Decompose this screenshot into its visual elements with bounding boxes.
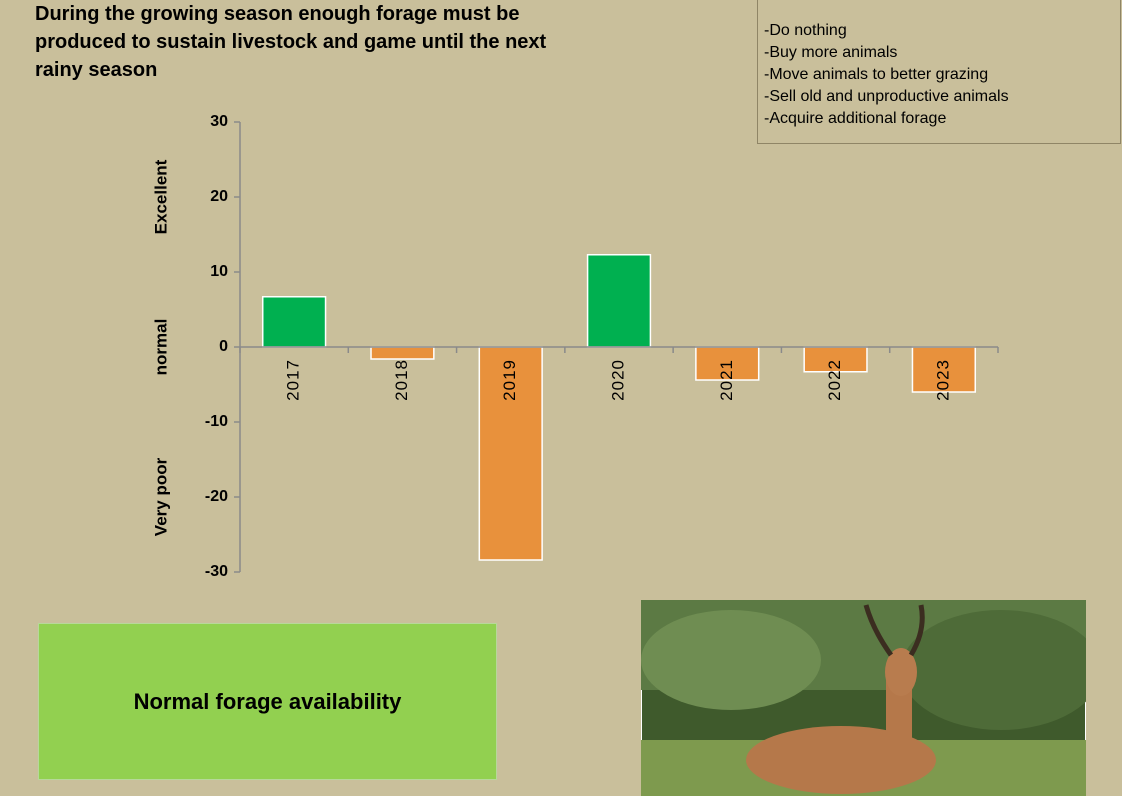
options-box: -Do nothing -Buy more animals -Move anim…: [757, 0, 1121, 144]
y-tick-label: 30: [210, 113, 228, 130]
x-tick-label: 2019: [500, 359, 519, 401]
chart: -30 -20 -10 0 10 20 30 Excellent normal Very poor…: [151, 113, 999, 580]
y-tick-label: 10: [210, 263, 228, 280]
impala-head: [885, 648, 917, 696]
status-text: Normal forage availability: [133, 688, 402, 714]
y-tick-label: -30: [205, 563, 228, 580]
photo: [641, 600, 1086, 796]
x-tick-label: 2023: [933, 359, 952, 401]
side-label: normal: [151, 319, 170, 376]
status-box: Normal forage availability: [38, 623, 497, 780]
side-label: Very poor: [151, 457, 170, 536]
y-tick-label: 20: [210, 188, 228, 205]
y-tick-label: -10: [205, 413, 228, 430]
x-tick-label: 2018: [392, 359, 411, 401]
bar: [911, 346, 977, 393]
title-line: produced to sustain livestock and game u…: [35, 31, 547, 53]
x-tick-label: 2022: [825, 359, 844, 401]
foliage: [641, 610, 821, 710]
x-tick-label: 2020: [608, 359, 627, 401]
bar: [586, 254, 652, 348]
option: -Do nothing: [764, 22, 847, 39]
x-tick-label: 2017: [284, 359, 303, 401]
y-tick-label: 0: [219, 338, 228, 355]
y-tick-label: -20: [205, 488, 228, 505]
title-line: rainy season: [35, 59, 158, 81]
title: During the growing season enough forage …: [35, 0, 546, 84]
option: -Move animals to better grazing: [764, 66, 989, 83]
title-line: During the growing season enough forage …: [35, 3, 520, 25]
x-tick-label: 2021: [717, 359, 736, 401]
foliage: [901, 610, 1086, 730]
impala-horns: [863, 604, 925, 657]
option: -Acquire additional forage: [764, 110, 947, 127]
option: -Buy more animals: [764, 44, 898, 61]
bar: [261, 296, 327, 348]
bar: [370, 346, 435, 360]
option: -Sell old and unproductive animals: [764, 88, 1009, 105]
side-label: Excellent: [151, 159, 170, 234]
